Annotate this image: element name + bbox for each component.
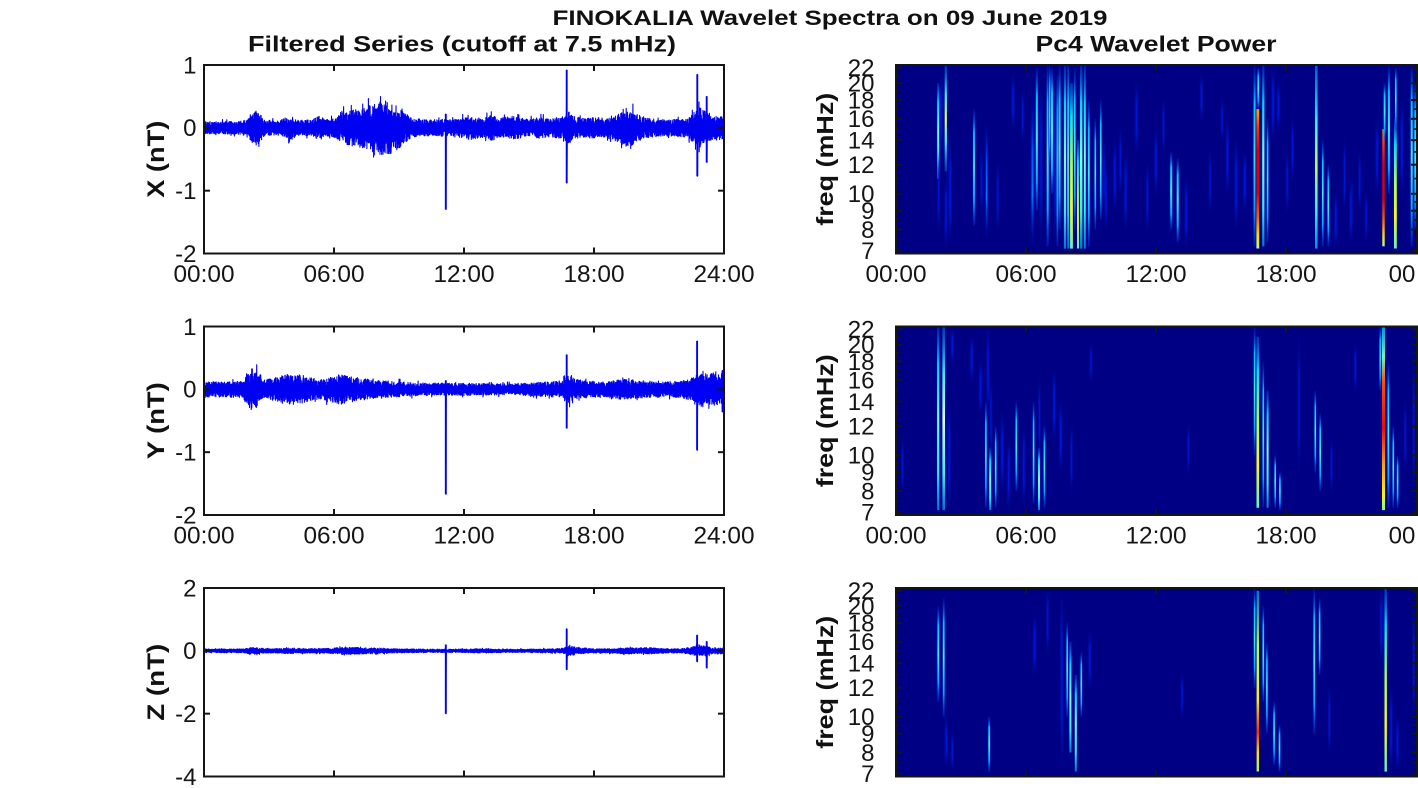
svg-text:12:00: 12:00 (1126, 523, 1187, 550)
svg-text:00: 00 (1389, 523, 1416, 550)
svg-text:18:00: 18:00 (564, 261, 625, 288)
svg-text:18:00: 18:00 (564, 523, 625, 550)
svg-text:-4: -4 (175, 764, 196, 788)
svg-text:00:00: 00:00 (174, 261, 235, 288)
svg-text:1: 1 (183, 52, 196, 79)
svg-text:10: 10 (848, 443, 875, 470)
svg-text:9: 9 (861, 198, 874, 225)
svg-text:7: 7 (861, 500, 874, 527)
svg-text:Filtered Series (cutoff at 7.5: Filtered Series (cutoff at 7.5 mHz) (248, 32, 676, 57)
svg-text:20: 20 (848, 332, 875, 359)
svg-text:freq (mHz): freq (mHz) (812, 93, 838, 226)
svg-text:16: 16 (848, 368, 875, 395)
svg-text:freq (mHz): freq (mHz) (812, 354, 838, 487)
svg-text:14: 14 (848, 650, 875, 677)
svg-text:X (nT): X (nT) (143, 121, 170, 198)
svg-text:9: 9 (861, 721, 874, 748)
svg-text:12:00: 12:00 (434, 523, 495, 550)
svg-text:14: 14 (848, 389, 875, 416)
svg-text:06:00: 06:00 (996, 261, 1057, 288)
svg-text:9: 9 (861, 460, 874, 487)
svg-text:16: 16 (848, 106, 875, 133)
svg-text:1: 1 (183, 314, 196, 341)
svg-text:24:00: 24:00 (694, 523, 755, 550)
svg-text:16: 16 (848, 629, 875, 656)
svg-text:06:00: 06:00 (996, 523, 1057, 550)
svg-text:12: 12 (848, 152, 875, 179)
svg-text:2: 2 (183, 575, 196, 602)
svg-text:06:00: 06:00 (304, 261, 365, 288)
svg-text:24:00: 24:00 (694, 261, 755, 288)
svg-text:00:00: 00:00 (866, 523, 927, 550)
svg-text:-2: -2 (175, 241, 196, 268)
svg-text:8: 8 (861, 217, 874, 244)
svg-text:10: 10 (848, 704, 875, 731)
svg-text:18:00: 18:00 (1256, 523, 1317, 550)
svg-text:Y (nT): Y (nT) (143, 382, 170, 459)
svg-text:8: 8 (861, 740, 874, 767)
svg-text:-2: -2 (175, 701, 196, 728)
svg-text:12: 12 (848, 414, 875, 441)
svg-text:20: 20 (848, 594, 875, 621)
svg-text:12:00: 12:00 (434, 261, 495, 288)
svg-text:20: 20 (848, 71, 875, 98)
svg-text:Z (nT): Z (nT) (143, 644, 170, 721)
svg-text:0: 0 (183, 377, 196, 404)
svg-text:8: 8 (861, 478, 874, 505)
svg-text:FINOKALIA Wavelet Spectra on 0: FINOKALIA Wavelet Spectra on 09 June 201… (553, 7, 1108, 30)
svg-text:-1: -1 (175, 439, 196, 466)
svg-text:00:00: 00:00 (174, 523, 235, 550)
svg-text:10: 10 (848, 181, 875, 208)
svg-text:12: 12 (848, 675, 875, 702)
svg-text:-2: -2 (175, 502, 196, 529)
svg-text:18: 18 (848, 349, 875, 376)
svg-text:7: 7 (861, 238, 874, 265)
svg-text:00: 00 (1389, 261, 1416, 288)
svg-text:22: 22 (848, 578, 875, 605)
svg-text:18:00: 18:00 (1256, 261, 1317, 288)
svg-text:00:00: 00:00 (866, 261, 927, 288)
svg-text:7: 7 (861, 761, 874, 788)
svg-text:22: 22 (848, 317, 875, 344)
svg-text:Pc4 Wavelet Power: Pc4 Wavelet Power (1036, 32, 1278, 57)
svg-text:freq (mHz): freq (mHz) (812, 616, 838, 749)
svg-text:06:00: 06:00 (304, 523, 365, 550)
svg-text:0: 0 (183, 115, 196, 142)
svg-text:0: 0 (183, 638, 196, 665)
svg-text:18: 18 (848, 610, 875, 637)
svg-text:18: 18 (848, 87, 875, 114)
svg-text:14: 14 (848, 127, 875, 154)
svg-text:-1: -1 (175, 178, 196, 205)
svg-text:22: 22 (848, 55, 875, 82)
svg-text:12:00: 12:00 (1126, 261, 1187, 288)
